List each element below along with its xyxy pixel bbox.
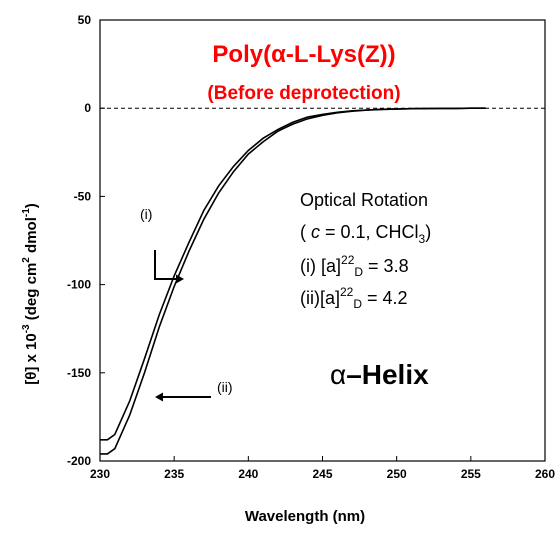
curve-label-i: (i) <box>140 206 152 222</box>
optical-rotation-value-ii: (ii)[a]22D = 4.2 <box>300 285 408 311</box>
x-tick-label: 245 <box>312 467 332 481</box>
y-tick-label: 50 <box>78 13 92 27</box>
y-axis-title-exp2: 2 <box>21 257 32 263</box>
value-i-sub: D <box>354 265 363 279</box>
x-tick-label: 240 <box>238 467 258 481</box>
y-axis-title: [θ] x 10-3 (deg cm2 dmol-1) <box>21 203 40 385</box>
value-ii-post: = 4.2 <box>362 288 408 308</box>
optical-rotation-value-i: (i) [a]22D = 3.8 <box>300 253 409 279</box>
x-tick-label: 250 <box>387 467 407 481</box>
value-ii-sup: 22 <box>340 285 354 299</box>
conditions-close: ) <box>425 222 431 242</box>
conditions-body: = 0.1, CHCl <box>320 222 419 242</box>
series-line-ii <box>100 107 486 455</box>
chart-subtitle: (Before deprotection) <box>207 83 400 104</box>
ticks-layer: 230 235 240 245 250 255 260 50 0 -50 -100 -150 -200 <box>67 13 555 481</box>
y-tick-label: 0 <box>84 101 91 115</box>
y-tick-label: -50 <box>74 189 92 203</box>
arrow-i-head <box>176 274 184 284</box>
conditions-sub: 3 <box>419 232 426 246</box>
value-ii-pre: (ii)[a] <box>300 288 340 308</box>
x-tick-label: 235 <box>164 467 184 481</box>
value-i-pre: (i) [a] <box>300 256 341 276</box>
y-tick-label: -150 <box>67 366 91 380</box>
y-axis-title-exp3: -1 <box>21 208 32 217</box>
optical-rotation-heading: Optical Rotation <box>300 190 428 210</box>
alpha-symbol: α <box>330 359 346 390</box>
x-tick-label: 255 <box>461 467 481 481</box>
y-axis-title-exp: -3 <box>21 324 32 333</box>
curve-label-ii: (ii) <box>217 379 233 395</box>
conditions-c: c <box>311 222 320 242</box>
arrow-i-shaft <box>154 250 178 280</box>
optical-rotation-conditions: ( c = 0.1, CHCl3) <box>300 222 431 246</box>
y-axis-title-main: [θ] x 10 <box>23 333 40 384</box>
optical-rotation-annotation: Optical Rotation ( c = 0.1, CHCl3) (i) [… <box>300 190 431 311</box>
series-line-i <box>100 107 486 441</box>
curves-layer <box>100 107 486 455</box>
arrow-ii-head <box>155 392 163 402</box>
x-tick-label: 230 <box>90 467 110 481</box>
y-axis-title-unit1: (deg cm <box>23 263 40 325</box>
x-tick-label: 260 <box>535 467 555 481</box>
x-axis-title: Wavelength (nm) <box>245 508 365 525</box>
value-i-post: = 3.8 <box>363 256 409 276</box>
y-axis-title-unit2: dmol <box>23 217 40 257</box>
chart-title: Poly(α-L-Lys(Z)) <box>212 41 395 68</box>
alpha-helix-label: α–Helix <box>330 359 429 390</box>
y-tick-label: -100 <box>67 278 91 292</box>
y-axis-title-close: ) <box>23 203 40 208</box>
conditions-open: ( <box>300 222 311 242</box>
value-ii-sub: D <box>353 297 362 311</box>
value-i-sup: 22 <box>341 253 355 267</box>
helix-word: –Helix <box>346 359 429 390</box>
y-tick-label: -200 <box>67 454 91 468</box>
